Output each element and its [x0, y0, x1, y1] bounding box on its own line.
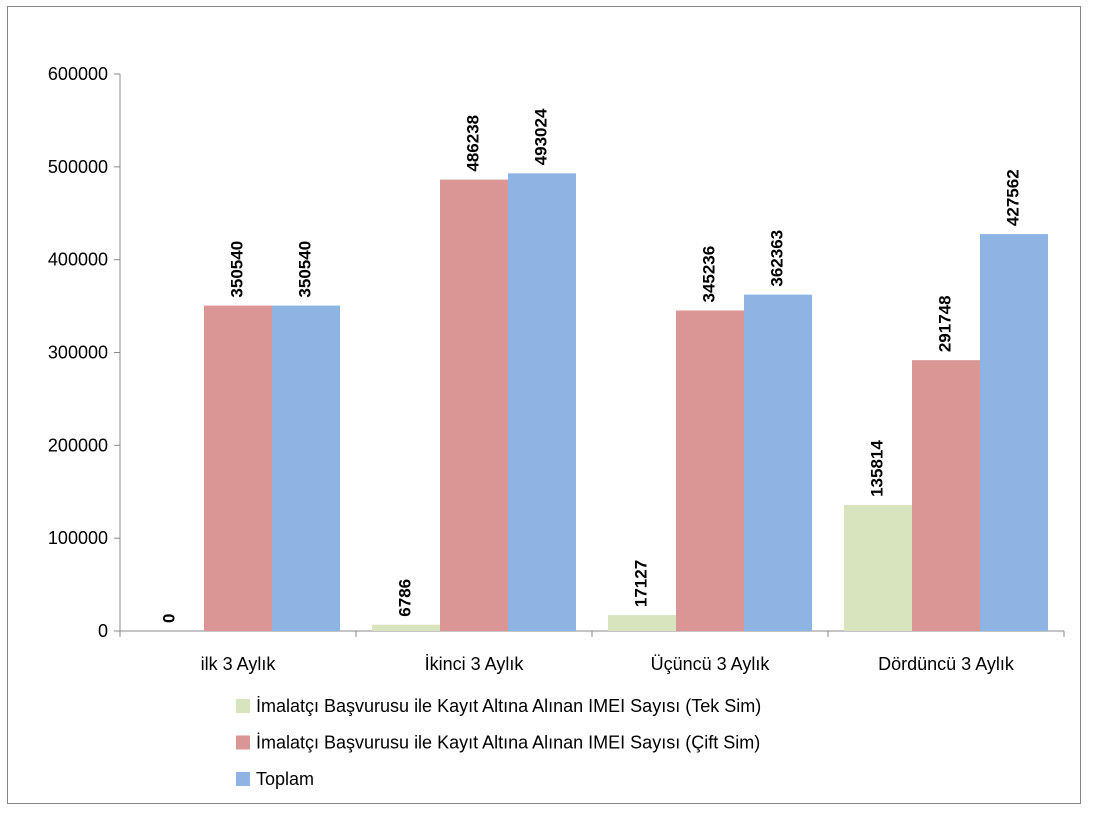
data-label: 350540 [227, 241, 246, 298]
bar [676, 310, 744, 631]
x-tick-label: İkinci 3 Aylık [425, 654, 525, 674]
bar [912, 360, 980, 631]
data-label: 17127 [631, 560, 650, 607]
bar [844, 504, 912, 631]
bar [372, 624, 440, 631]
y-tick-label: 100000 [48, 528, 108, 548]
data-label: 493024 [531, 108, 550, 165]
y-tick-label: 400000 [48, 250, 108, 270]
data-label: 427562 [1003, 169, 1022, 226]
legend-swatch [236, 735, 250, 750]
legend-label: İmalatçı Başvurusu ile Kayıt Altına Alın… [256, 696, 761, 716]
data-label: 0 [159, 614, 178, 623]
data-label: 345236 [699, 246, 718, 303]
bar [508, 173, 576, 631]
x-tick-label: Üçüncü 3 Aylık [651, 654, 771, 674]
data-label: 486238 [463, 115, 482, 172]
x-tick-label: ilk 3 Aylık [201, 654, 277, 674]
legend-swatch [236, 699, 250, 713]
bar [204, 305, 272, 631]
y-tick-label: 300000 [48, 343, 108, 363]
bar [980, 234, 1048, 631]
y-tick-label: 500000 [48, 157, 108, 177]
bar [440, 179, 508, 631]
data-label: 135814 [867, 440, 886, 497]
bar [272, 305, 340, 631]
legend-swatch [236, 772, 250, 786]
data-label: 6786 [395, 579, 414, 617]
bar [744, 294, 812, 631]
legend-label: İmalatçı Başvurusu ile Kayıt Altına Alın… [256, 733, 760, 753]
y-tick-label: 600000 [48, 64, 108, 84]
y-tick-label: 0 [98, 621, 108, 641]
data-label: 350540 [295, 241, 314, 298]
data-label: 362363 [767, 230, 786, 287]
legend-label: Toplam [256, 769, 314, 789]
bar [608, 615, 676, 631]
x-tick-label: Dördüncü 3 Aylık [878, 654, 1015, 674]
y-tick-label: 200000 [48, 435, 108, 455]
data-label: 291748 [935, 295, 954, 352]
